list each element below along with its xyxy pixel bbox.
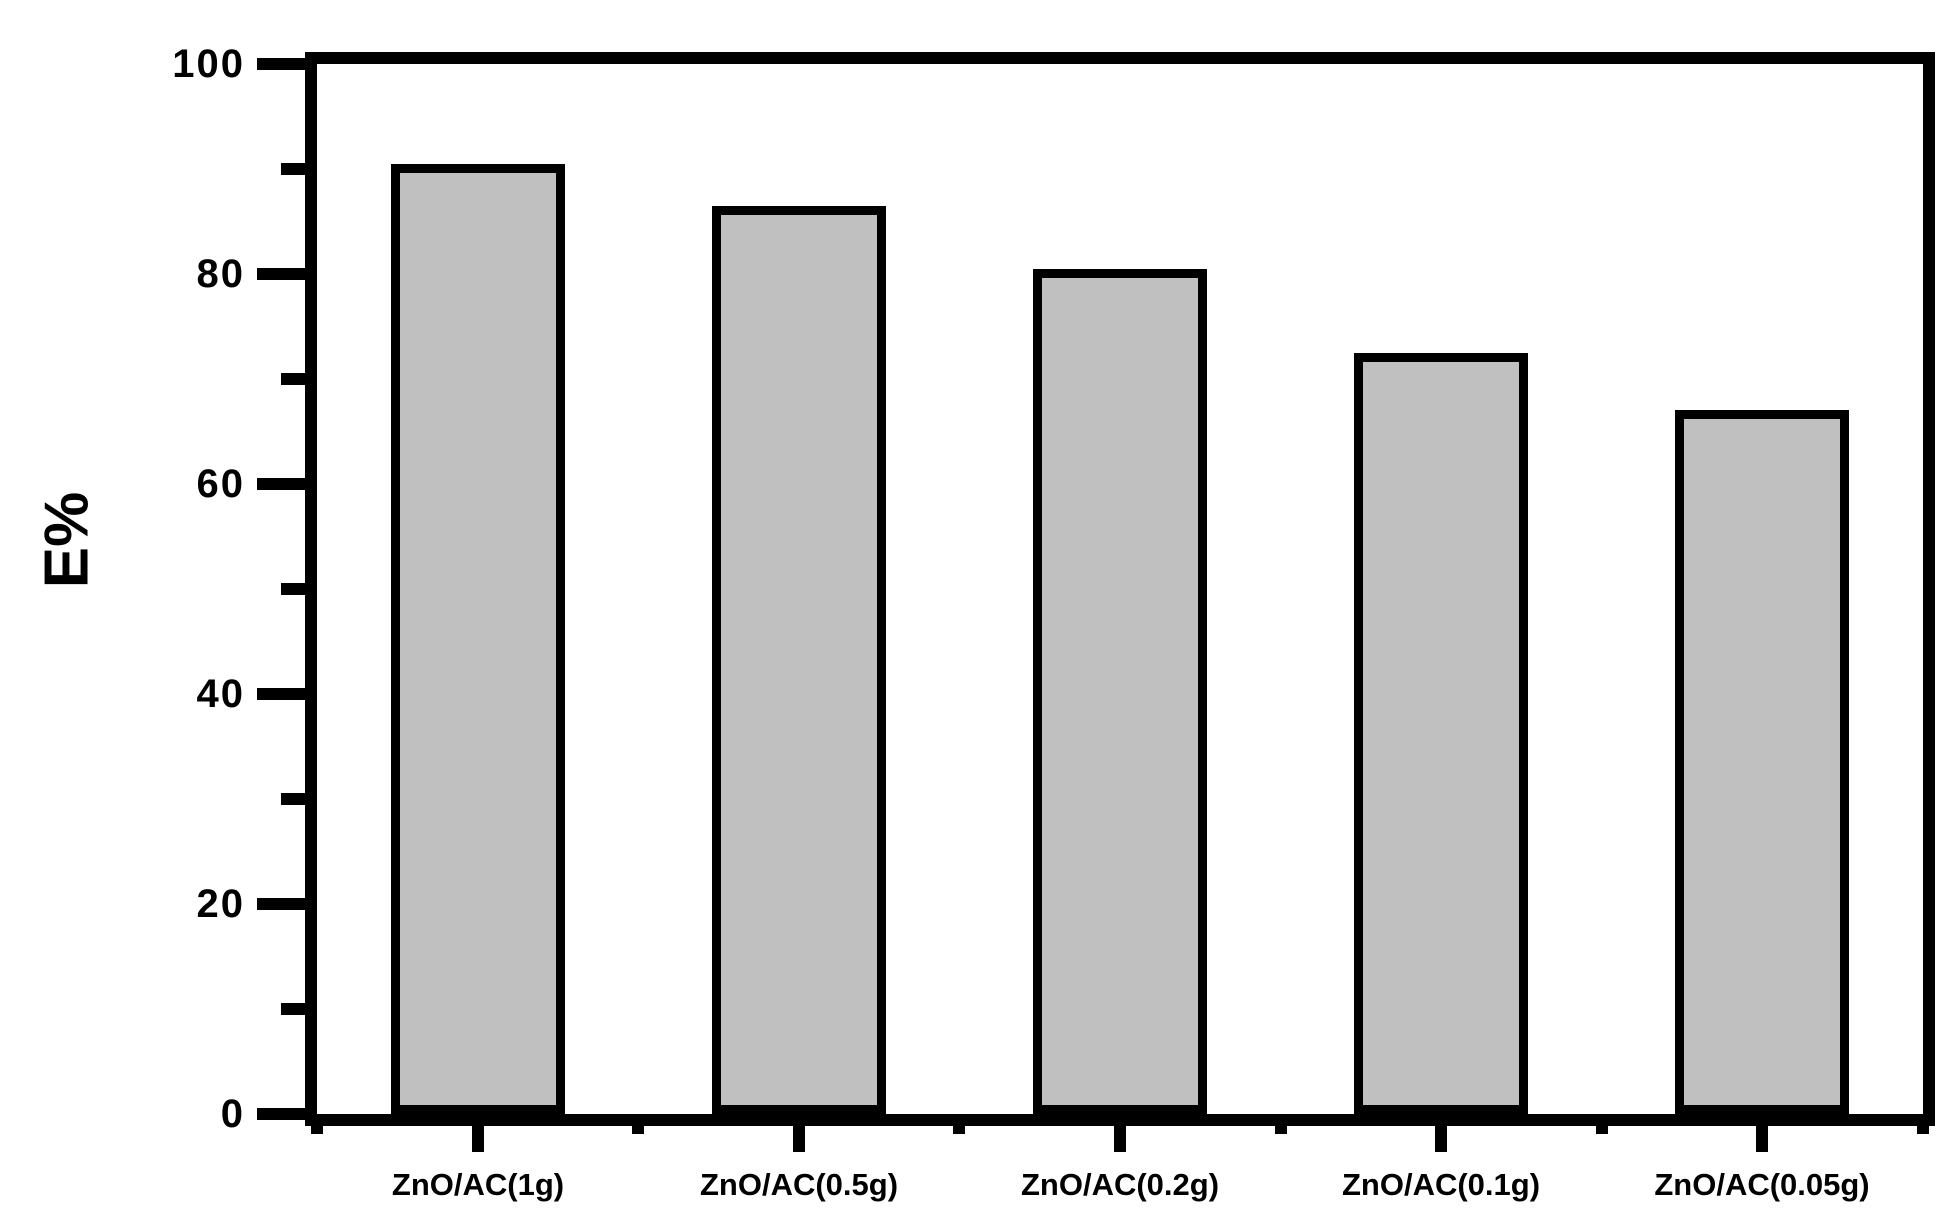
bar-ZnO/AC(0.2g) xyxy=(1033,269,1207,1114)
y-minor-tick xyxy=(281,163,305,175)
y-tick-label: 20 xyxy=(196,882,245,926)
x-major-tick xyxy=(793,1114,805,1152)
y-tick-label: 0 xyxy=(220,1092,245,1136)
y-minor-tick xyxy=(281,373,305,385)
x-minor-tick xyxy=(311,1114,323,1134)
bar-ZnO/AC(0.5g) xyxy=(711,206,886,1114)
x-major-tick xyxy=(1114,1114,1126,1152)
y-minor-tick xyxy=(281,583,305,595)
x-major-tick xyxy=(1435,1114,1447,1152)
bars-layer xyxy=(317,64,1923,1114)
y-minor-tick xyxy=(281,1003,305,1015)
y-tick-label: 60 xyxy=(196,462,245,506)
y-major-tick xyxy=(257,268,305,280)
x-minor-tick xyxy=(632,1114,644,1134)
y-major-tick xyxy=(257,1108,305,1120)
x-tick-label: ZnO/AC(0.5g) xyxy=(699,1167,899,1202)
y-major-tick xyxy=(257,688,305,700)
x-tick-label: ZnO/AC(0.2g) xyxy=(1020,1167,1220,1202)
bar-ZnO/AC(0.05g) xyxy=(1675,410,1850,1114)
x-tick-label: ZnO/AC(0.1g) xyxy=(1341,1167,1541,1202)
bar-ZnO/AC(1g) xyxy=(390,164,565,1114)
y-tick-label: 100 xyxy=(172,42,245,86)
y-major-tick xyxy=(257,898,305,910)
x-minor-tick xyxy=(1596,1114,1608,1134)
x-major-tick xyxy=(1756,1114,1768,1152)
x-minor-tick xyxy=(1275,1114,1287,1134)
x-minor-tick xyxy=(1917,1114,1929,1134)
bar-ZnO/AC(0.1g) xyxy=(1354,353,1529,1114)
y-tick-label: 40 xyxy=(196,672,245,716)
x-tick-label: ZnO/AC(0.05g) xyxy=(1654,1167,1870,1202)
y-major-tick xyxy=(257,58,305,70)
y-tick-label: 80 xyxy=(196,252,245,296)
x-tick-label: ZnO/AC(1g) xyxy=(391,1167,565,1202)
x-major-tick xyxy=(472,1114,484,1152)
plot-box xyxy=(305,52,1935,1126)
y-major-tick xyxy=(257,478,305,490)
y-minor-tick xyxy=(281,793,305,805)
x-minor-tick xyxy=(953,1114,965,1134)
